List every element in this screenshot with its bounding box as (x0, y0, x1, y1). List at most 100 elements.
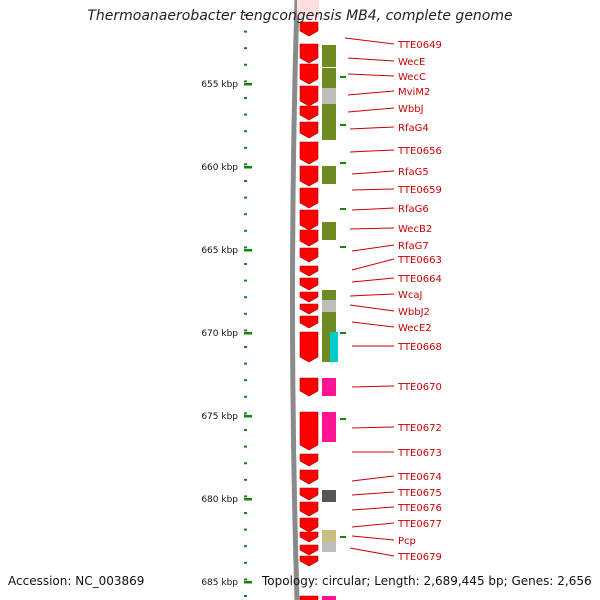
scale-dot (244, 346, 247, 348)
scale-dot (244, 80, 247, 83)
scale-dot (244, 63, 247, 66)
gene-arrow (299, 315, 319, 329)
feature-mark (340, 536, 346, 538)
gene-leader-line (351, 426, 395, 429)
gene-label: TTE0656 (397, 146, 442, 157)
gene-arrow (299, 247, 319, 263)
scale-dot (244, 296, 247, 299)
gene-label: TTE0659 (397, 185, 442, 196)
gene-leader-line (347, 107, 395, 113)
gene-arrow (299, 85, 319, 107)
cog-box (322, 378, 336, 396)
scale-tick-label: 660 kbp (201, 163, 238, 173)
gene-arrow (299, 277, 319, 291)
cog-box (322, 490, 336, 502)
scale-dot (244, 180, 247, 182)
scale-tick (244, 166, 252, 169)
scale-tick-label: 670 kbp (201, 329, 238, 339)
cog-box (330, 332, 338, 362)
gene-arrow (299, 377, 319, 397)
scale-dot (244, 578, 247, 581)
scale-dot (244, 478, 247, 481)
scale-dot (244, 329, 247, 332)
gene-leader-line (351, 170, 395, 175)
scale-dot (244, 462, 247, 465)
gene-leader-line (347, 57, 395, 62)
cog-box (322, 166, 336, 184)
scale-dot (244, 14, 247, 16)
gene-arrow (299, 531, 319, 543)
gene-label: TTE0679 (397, 552, 442, 563)
gene-label: TTE0668 (397, 342, 442, 353)
scale-dot (244, 263, 247, 265)
cog-box (322, 290, 336, 300)
gene-label: WecE2 (398, 323, 432, 334)
gene-arrow (299, 544, 319, 556)
gene-leader-line (351, 491, 395, 496)
gene-label: TTE0674 (397, 472, 442, 483)
gene-label: RfaG5 (398, 167, 429, 178)
gene-label: RfaG6 (398, 204, 429, 215)
gene-label: TTE0649 (397, 40, 442, 51)
gene-leader-line (351, 321, 395, 328)
scale-dot (244, 545, 247, 548)
scale-dot (244, 528, 247, 531)
cog-box (322, 312, 336, 332)
gene-arrow (299, 209, 319, 231)
cog-box (322, 104, 336, 120)
topology-text: Topology: circular; Length: 2,689,445 bp… (262, 574, 592, 588)
gene-label: TTE0664 (397, 274, 442, 285)
gene-arrow (299, 453, 319, 467)
cog-box (322, 542, 336, 552)
gene-arrow (299, 517, 319, 533)
feature-mark (340, 332, 346, 334)
gene-label: RfaG7 (398, 241, 429, 252)
scale-dot (244, 595, 247, 597)
scale-tick-label: 655 kbp (201, 80, 238, 90)
feature-mark (340, 124, 346, 126)
gene-label: MviM2 (398, 87, 430, 98)
gene-label: WecB2 (398, 224, 432, 235)
gene-leader-line (351, 506, 395, 511)
feature-mark (340, 76, 346, 78)
gene-arrow (299, 265, 319, 277)
scale-dot (244, 163, 247, 166)
gene-arrow (299, 555, 319, 567)
gene-leader-line (349, 547, 395, 557)
gene-arrow (299, 331, 319, 363)
scale-dot (244, 97, 247, 99)
gene-label: WbbJ2 (398, 307, 430, 318)
gene-label: WecC (398, 72, 426, 83)
gene-label: TTE0663 (397, 255, 442, 266)
gene-leader-line (351, 385, 395, 388)
scale-tick (244, 332, 252, 335)
gene-leader-line (351, 258, 395, 271)
feature-mark (340, 208, 346, 210)
scale-dot (244, 47, 247, 50)
gene-arrow (299, 303, 319, 315)
scale-dot (244, 130, 247, 133)
gene-label: WbbJ (398, 104, 424, 115)
gene-arrow (299, 595, 319, 600)
gene-arrow (299, 63, 319, 85)
scale-dot (244, 30, 247, 33)
scale-tick-label: 675 kbp (201, 412, 238, 422)
gene-leader-line (351, 244, 395, 252)
scale-dot (244, 196, 247, 199)
gene-leader-line (351, 277, 395, 283)
gene-leader-line (347, 73, 395, 77)
gene-arrow (299, 487, 319, 501)
accession-text: Accession: NC_003869 (8, 574, 145, 588)
cog-box (322, 412, 336, 442)
scale-dot (244, 279, 247, 282)
cog-box (322, 300, 336, 312)
gene-arrow (299, 501, 319, 517)
scale-dot (244, 246, 247, 249)
gene-label: TTE0673 (397, 448, 442, 459)
gene-leader-line (349, 149, 395, 153)
gene-label: WecE (398, 57, 425, 68)
gene-arrow (299, 141, 319, 165)
gene-leader-line (347, 90, 395, 96)
feature-mark (340, 418, 346, 420)
feature-mark (340, 162, 346, 164)
